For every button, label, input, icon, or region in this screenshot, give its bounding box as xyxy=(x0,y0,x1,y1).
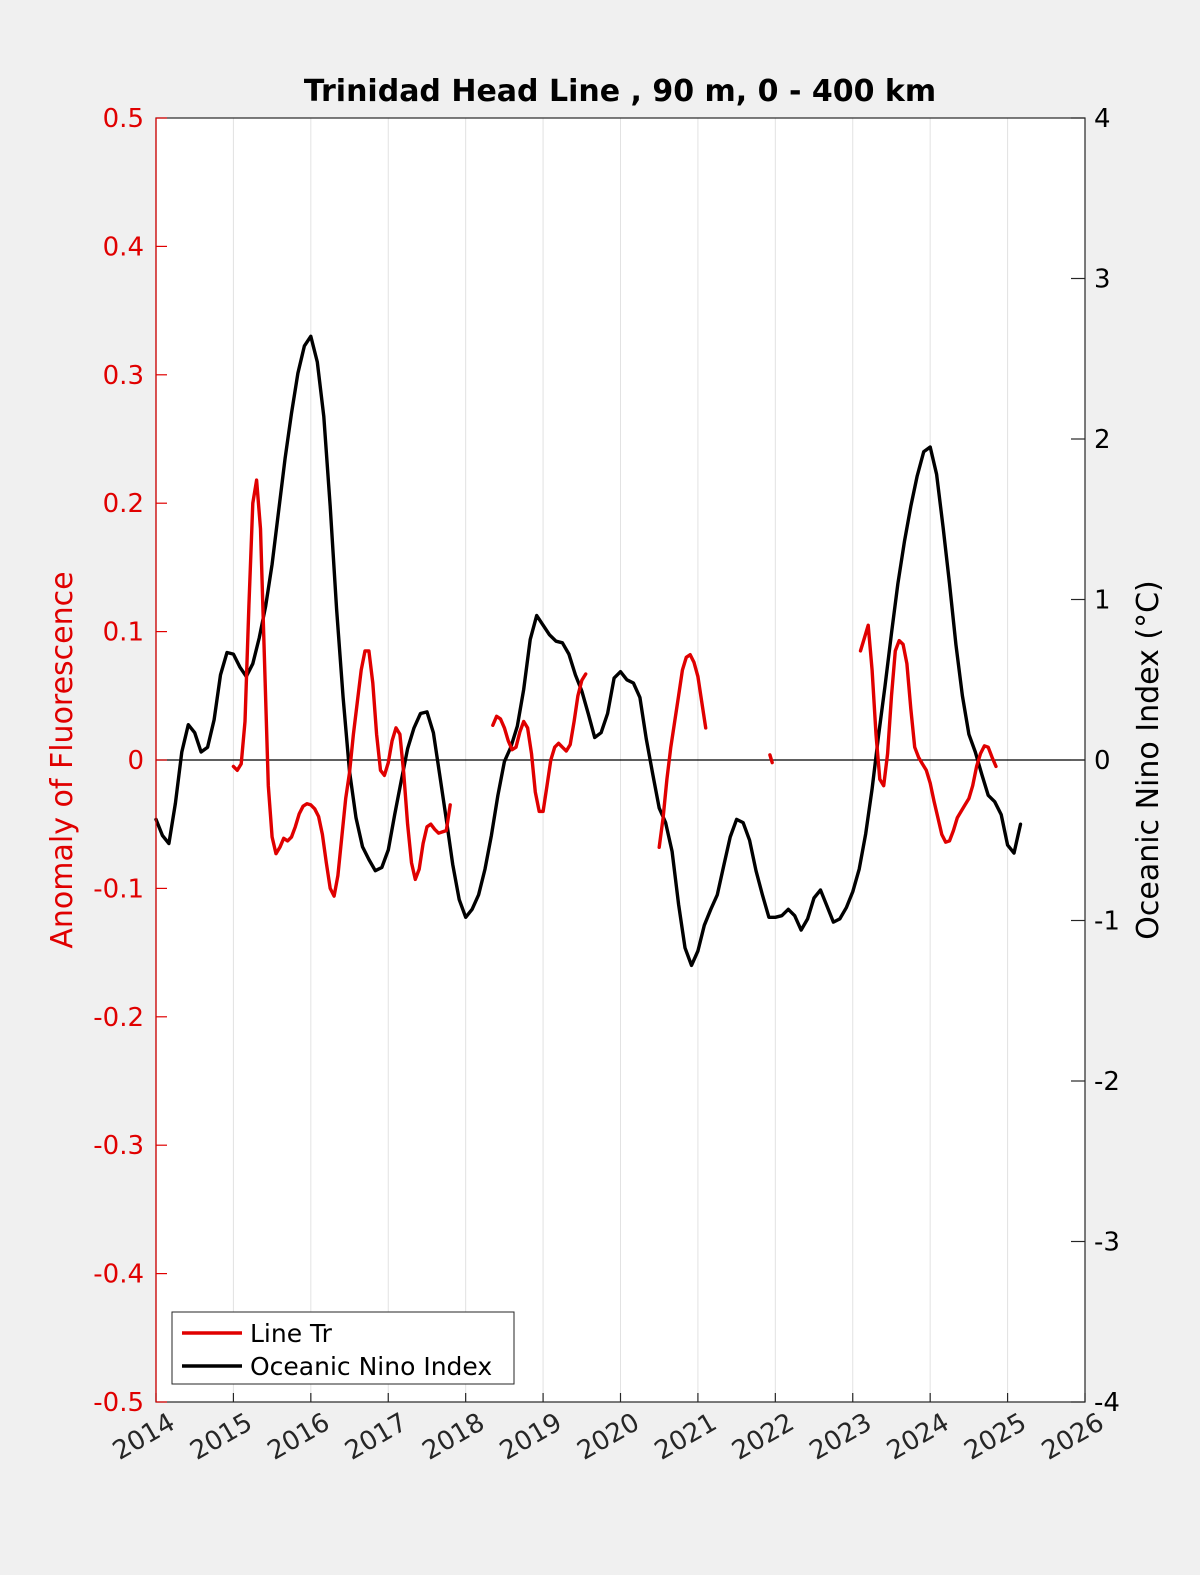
series-line-tr-segment-1 xyxy=(491,672,588,814)
y-left-tick-label-0.3: 0.3 xyxy=(103,361,144,391)
right-axis-label: Oceanic Nino Index (°C) xyxy=(1131,580,1166,940)
y-right-tick-label--3: -3 xyxy=(1094,1228,1120,1258)
y-left-tick-label--0.3: -0.3 xyxy=(93,1131,144,1161)
y-left-tick-label-0.5: 0.5 xyxy=(103,104,144,134)
x-tick-label-2025: 2025 xyxy=(959,1408,1031,1467)
x-tick-label-2016: 2016 xyxy=(263,1408,335,1467)
y-left-tick-label--0.2: -0.2 xyxy=(93,1003,144,1033)
y-right-tick-label-0: 0 xyxy=(1094,746,1111,776)
chart-title: Trinidad Head Line , 90 m, 0 - 400 km xyxy=(304,74,936,109)
y-left-tick-label--0.4: -0.4 xyxy=(93,1260,144,1290)
y-right-tick-label--2: -2 xyxy=(1094,1067,1120,1097)
y-left-tick-label-0: 0 xyxy=(127,746,144,776)
x-tick-label-2018: 2018 xyxy=(418,1408,490,1467)
y-left-tick-label--0.5: -0.5 xyxy=(93,1388,144,1418)
y-right-tick-label--4: -4 xyxy=(1094,1388,1120,1418)
y-right-tick-label-3: 3 xyxy=(1094,265,1111,295)
series-lines xyxy=(154,334,1023,968)
y-right-tick-label-4: 4 xyxy=(1094,104,1111,134)
x-tick-label-2019: 2019 xyxy=(495,1408,567,1467)
x-tick-label-2015: 2015 xyxy=(185,1408,257,1467)
y-left-tick-label--0.1: -0.1 xyxy=(93,874,144,904)
legend-box xyxy=(171,1311,515,1385)
x-tick-label-2024: 2024 xyxy=(882,1408,954,1467)
y-right-tick-label--1: -1 xyxy=(1094,907,1120,937)
left-axis-label: Anomaly of Fluorescence xyxy=(45,571,80,948)
legend-label-oni: Oceanic Nino Index xyxy=(250,1352,492,1381)
series-line-tr-segment-3 xyxy=(768,753,774,765)
series-line-tr-segment-2 xyxy=(657,653,708,849)
x-tick-label-2021: 2021 xyxy=(650,1408,722,1467)
x-tick-label-2023: 2023 xyxy=(805,1408,877,1467)
y-right-tick-label-2: 2 xyxy=(1094,425,1111,455)
legend-label-line-tr: Line Tr xyxy=(250,1319,333,1348)
x-tick-label-2017: 2017 xyxy=(340,1408,412,1467)
x-tick-label-2022: 2022 xyxy=(727,1408,799,1467)
x-tick-label-2020: 2020 xyxy=(572,1408,644,1467)
legend: Line Tr Oceanic Nino Index xyxy=(171,1311,515,1385)
series-line-tr-segment-4 xyxy=(858,623,998,844)
y-left-tick-label-0.1: 0.1 xyxy=(103,618,144,648)
y-left-tick-label-0.2: 0.2 xyxy=(103,489,144,519)
series-line-tr-segment-0 xyxy=(231,478,452,898)
y-right-tick-label-1: 1 xyxy=(1094,586,1111,616)
y-left-tick-label-0.4: 0.4 xyxy=(103,232,144,262)
